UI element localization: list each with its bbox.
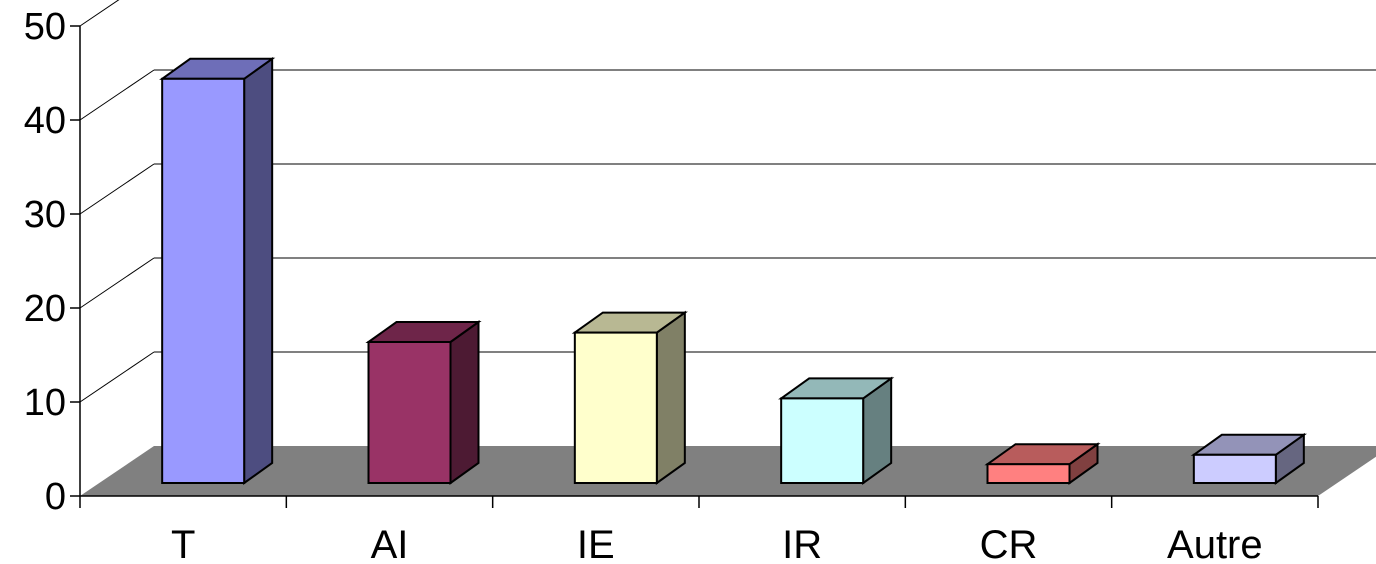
wall-diagonal <box>79 257 155 309</box>
x-category-label: IR <box>782 523 822 564</box>
y-tick-label: 40 <box>24 100 66 142</box>
bar-front <box>1192 453 1277 484</box>
chart-floor <box>80 446 1376 496</box>
y-tick-labels: 0 10 20 30 40 50 <box>24 6 66 518</box>
bar-side <box>655 310 686 485</box>
y-tick-label: 0 <box>45 476 66 518</box>
y-tick-label: 10 <box>24 382 66 424</box>
bar-t <box>159 56 276 485</box>
bar-front <box>573 331 658 484</box>
y-tick-label: 20 <box>24 288 66 330</box>
wall-diagonal <box>79 351 155 403</box>
wall-diagonal <box>79 69 155 121</box>
bar-ie <box>571 310 688 485</box>
y-tick-label: 30 <box>24 194 66 236</box>
axes <box>70 25 1319 508</box>
gridlines <box>79 0 1376 403</box>
y-tick-label: 50 <box>24 6 66 48</box>
bar-front <box>161 77 246 485</box>
x-category-label: T <box>171 523 195 564</box>
bars <box>159 56 1307 485</box>
bar-front <box>367 341 452 484</box>
bar-side <box>449 320 480 485</box>
bar-side <box>243 56 274 485</box>
x-category-label: IE <box>577 523 615 564</box>
x-category-label: CR <box>980 523 1038 564</box>
bar-autre <box>1190 432 1307 485</box>
wall-diagonal <box>79 163 155 215</box>
x-category-label: Autre <box>1167 523 1263 564</box>
wall-diagonal <box>79 0 120 27</box>
x-category-label: AI <box>371 523 409 564</box>
bar-ai <box>365 320 482 485</box>
bar-cr <box>984 442 1101 485</box>
bar-ir <box>778 376 895 485</box>
bar-front <box>986 463 1071 485</box>
x-category-labels: T AI IE IR CR Autre <box>171 523 1263 564</box>
bar-front <box>780 397 865 484</box>
